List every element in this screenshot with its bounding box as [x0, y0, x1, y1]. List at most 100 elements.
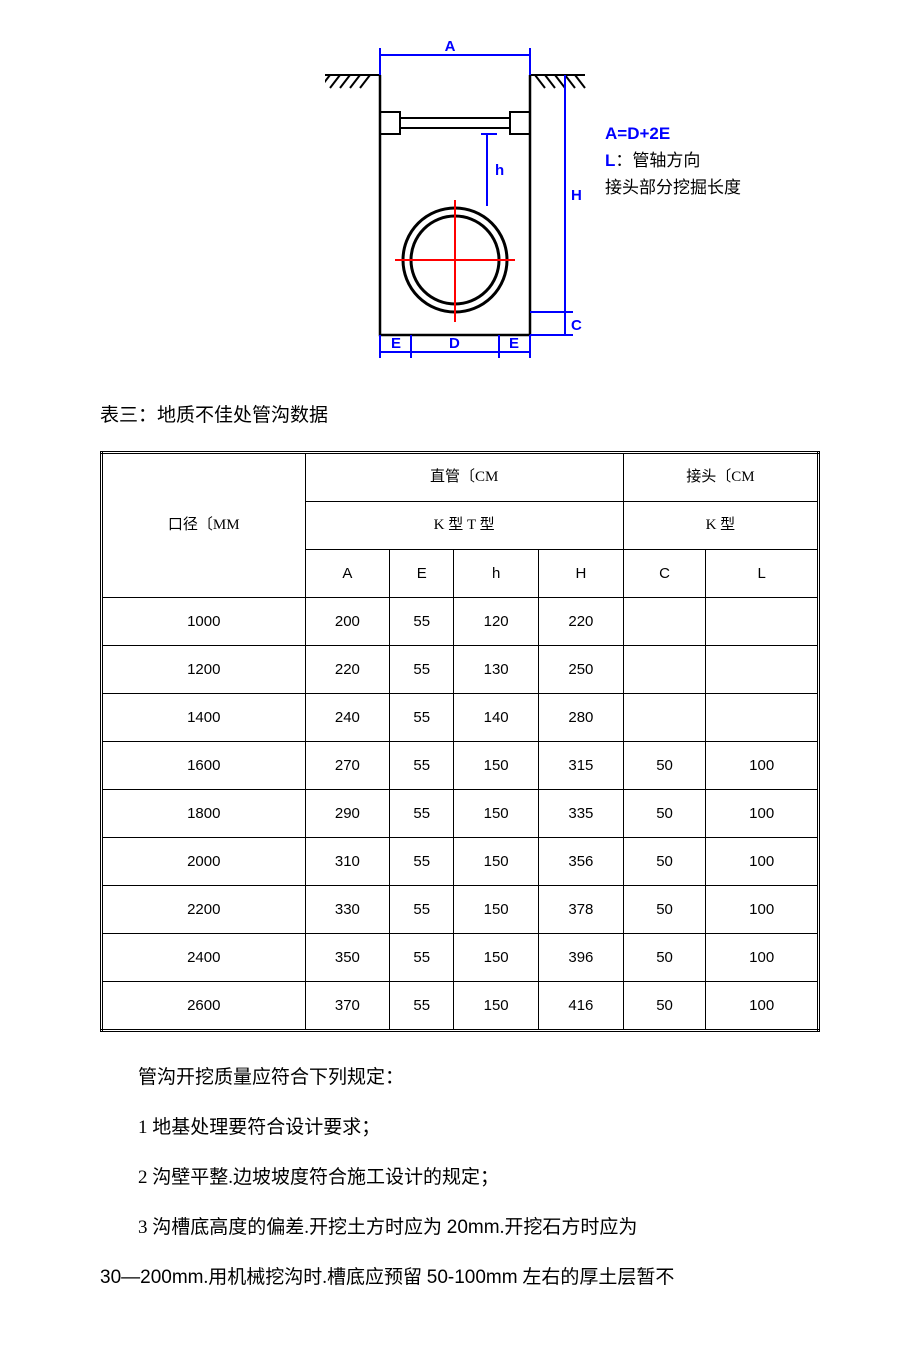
para-3: 3 沟槽底高度的偏差.开挖土方时应为 20mm.开挖石方时应为	[100, 1207, 820, 1249]
table-cell: 1200	[102, 646, 306, 694]
table-cell: 1400	[102, 694, 306, 742]
table-row: 16002705515031550100	[102, 742, 819, 790]
formula-block: A=D+2E L：管轴方向 接头部分挖掘长度	[605, 120, 805, 202]
table-cell: 50	[623, 886, 706, 934]
table-cell	[706, 598, 819, 646]
table-cell: 100	[706, 886, 819, 934]
table-row: 24003505515039650100	[102, 934, 819, 982]
th-C: C	[623, 550, 706, 598]
p4a: 30—200mm	[100, 1267, 204, 1288]
th-h: h	[454, 550, 539, 598]
table-cell: 55	[390, 934, 454, 982]
diagram-label-h: h	[495, 162, 504, 179]
table-cell: 140	[454, 694, 539, 742]
table-cell: 50	[623, 838, 706, 886]
table-cell: 1000	[102, 598, 306, 646]
table-cell: 290	[305, 790, 390, 838]
table-cell: 55	[390, 886, 454, 934]
p3c: .开挖石方时应为	[500, 1217, 638, 1238]
table-cell: 100	[706, 838, 819, 886]
table-cell: 2200	[102, 886, 306, 934]
p3a: 3 沟槽底高度的偏差.开挖土方时应为	[138, 1217, 447, 1238]
table-cell: 150	[454, 934, 539, 982]
table-cell: 1800	[102, 790, 306, 838]
table-cell: 100	[706, 982, 819, 1031]
th-E: E	[390, 550, 454, 598]
para-2: 2 沟壁平整.边坡坡度符合施工设计的规定；	[100, 1157, 820, 1199]
para-0: 管沟开挖质量应符合下列规定：	[100, 1057, 820, 1099]
table-cell: 370	[305, 982, 390, 1031]
table-cell: 396	[539, 934, 624, 982]
th-group2-sub: K 型	[623, 502, 818, 550]
table-cell: 416	[539, 982, 624, 1031]
table-cell: 310	[305, 838, 390, 886]
table-body: 1000200551202201200220551302501400240551…	[102, 598, 819, 1031]
table-cell: 378	[539, 886, 624, 934]
th-group1-sub: K 型 T 型	[305, 502, 623, 550]
table-row: 140024055140280	[102, 694, 819, 742]
table-cell: 270	[305, 742, 390, 790]
diagram-container: A h H C E D E	[100, 40, 820, 375]
table-cell: 280	[539, 694, 624, 742]
table-cell: 356	[539, 838, 624, 886]
table-cell: 55	[390, 838, 454, 886]
th-H: H	[539, 550, 624, 598]
table-cell: 100	[706, 934, 819, 982]
table-cell: 150	[454, 886, 539, 934]
diagram-label-a: A	[445, 40, 456, 55]
table-cell: 55	[390, 598, 454, 646]
table-cell: 315	[539, 742, 624, 790]
table-row: 18002905515033550100	[102, 790, 819, 838]
table-cell: 240	[305, 694, 390, 742]
body-text: 管沟开挖质量应符合下列规定： 1 地基处理要符合设计要求； 2 沟壁平整.边坡坡…	[100, 1057, 820, 1298]
table-cell: 50	[623, 934, 706, 982]
table-row: 100020055120220	[102, 598, 819, 646]
formula-line1: A=D+2E	[605, 120, 805, 147]
table-row: 20003105515035650100	[102, 838, 819, 886]
table-caption: 表三：地质不佳处管沟数据	[100, 395, 820, 437]
table-cell: 100	[706, 742, 819, 790]
table-cell: 220	[539, 598, 624, 646]
diagram-svg: A h H C E D E	[325, 40, 595, 360]
table-cell: 150	[454, 790, 539, 838]
table-row: 22003305515037850100	[102, 886, 819, 934]
table-cell: 55	[390, 790, 454, 838]
table-row: 26003705515041650100	[102, 982, 819, 1031]
table-row: 120022055130250	[102, 646, 819, 694]
p4d: 左右的厚土层暂不	[518, 1267, 675, 1288]
diagram-label-e1: E	[391, 335, 401, 352]
table-cell: 350	[305, 934, 390, 982]
table-cell: 55	[390, 694, 454, 742]
table-cell: 335	[539, 790, 624, 838]
trench-diagram: A h H C E D E	[325, 40, 595, 375]
para-1: 1 地基处理要符合设计要求；	[100, 1107, 820, 1149]
table-cell: 150	[454, 838, 539, 886]
table-cell: 220	[305, 646, 390, 694]
table-cell: 120	[454, 598, 539, 646]
diagram-label-e2: E	[509, 335, 519, 352]
table-cell	[623, 646, 706, 694]
table-cell: 55	[390, 646, 454, 694]
formula-l-rest: ：管轴方向	[615, 151, 700, 170]
th-dia: 口径〔MM	[102, 453, 306, 598]
p4c: 50-100mm	[427, 1267, 518, 1288]
table-cell	[706, 694, 819, 742]
p4b: .用机械挖沟时.槽底应预留	[204, 1267, 427, 1288]
th-group1: 直管〔CM	[305, 453, 623, 502]
table-cell: 1600	[102, 742, 306, 790]
table-cell: 100	[706, 790, 819, 838]
table-cell: 150	[454, 742, 539, 790]
table-cell	[623, 694, 706, 742]
table-cell: 130	[454, 646, 539, 694]
table-cell: 150	[454, 982, 539, 1031]
table-cell: 330	[305, 886, 390, 934]
table-cell: 2000	[102, 838, 306, 886]
table-cell: 200	[305, 598, 390, 646]
table-cell: 2600	[102, 982, 306, 1031]
table-cell	[706, 646, 819, 694]
formula-line3: 接头部分挖掘长度	[605, 178, 741, 197]
p3b: 20mm	[447, 1217, 500, 1238]
trench-data-table: 口径〔MM 直管〔CM 接头〔CM K 型 T 型 K 型 A E h H C …	[100, 451, 820, 1032]
table-cell: 2400	[102, 934, 306, 982]
formula-line2: L：管轴方向	[605, 147, 805, 174]
